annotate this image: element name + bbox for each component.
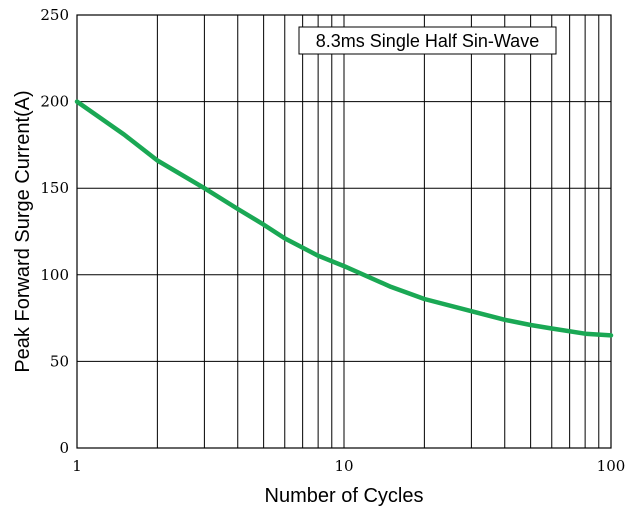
- y-tick-label: 50: [50, 352, 69, 370]
- y-tick-label: 0: [59, 439, 69, 457]
- grid-lines: [77, 15, 611, 448]
- y-tick-label: 150: [40, 179, 69, 197]
- annotation-box: 8.3ms Single Half Sin-Wave: [299, 27, 556, 54]
- y-tick-labels: 0 50 100 150 200 250: [40, 6, 69, 457]
- y-axis-label: Peak Forward Surge Current(A): [12, 90, 34, 372]
- annotation-text: 8.3ms Single Half Sin-Wave: [316, 31, 539, 51]
- y-tick-label: 100: [40, 266, 69, 284]
- x-tick-label: 1: [72, 457, 82, 475]
- y-tick-label: 250: [40, 6, 69, 24]
- x-tick-labels: 1 10 100: [72, 457, 625, 475]
- x-tick-label: 10: [334, 457, 353, 475]
- x-axis-label: Number of Cycles: [265, 485, 424, 507]
- x-tick-label: 100: [597, 457, 626, 475]
- y-tick-label: 200: [40, 93, 69, 111]
